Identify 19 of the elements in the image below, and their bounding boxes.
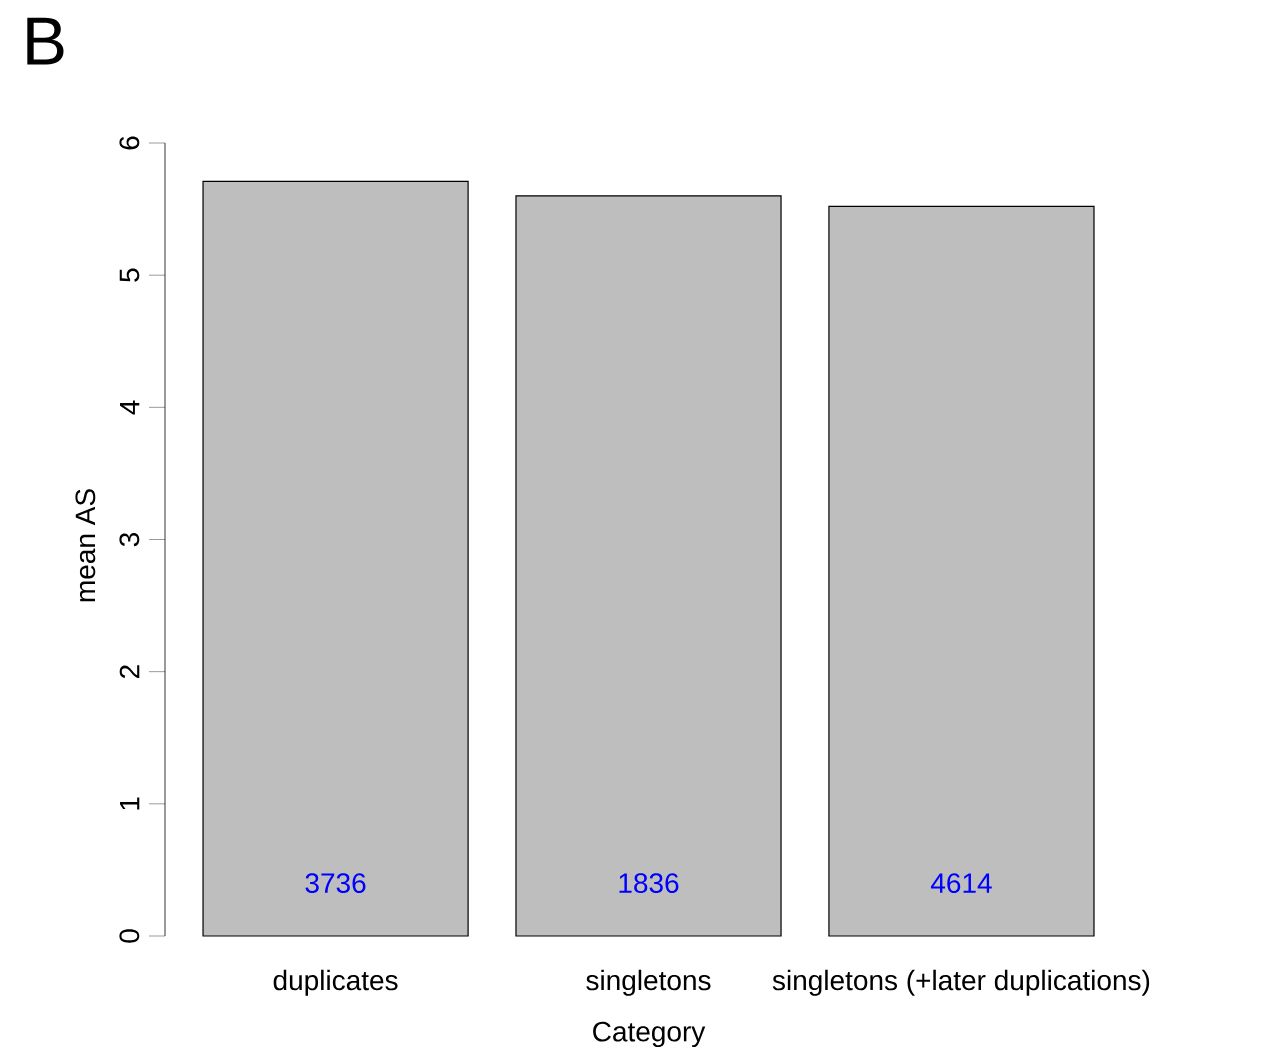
y-tick-label: 6	[119, 136, 140, 150]
x-tick-label: singletons	[586, 969, 711, 996]
y-axis-title: mean AS	[75, 489, 96, 602]
x-tick-label: duplicates	[273, 969, 398, 996]
annotation: 4614	[930, 873, 992, 894]
x-tick-label: singletons (+later duplications)	[772, 969, 1150, 996]
y-tick-label: 5	[119, 268, 140, 282]
annotation: 1836	[619, 873, 679, 894]
bar	[828, 205, 1095, 937]
annotation: 3736	[305, 873, 366, 894]
y-tick-label: 4	[120, 400, 140, 415]
y-tick-label: 3	[119, 532, 140, 547]
bar	[515, 195, 782, 937]
chart-title: B	[27, 17, 64, 65]
bar	[202, 180, 469, 937]
y-tick-label: 1	[120, 797, 140, 810]
y-tick-label: 0	[119, 929, 140, 943]
y-tick-label: 2	[119, 665, 140, 679]
x-axis-title: Category	[593, 1021, 706, 1048]
